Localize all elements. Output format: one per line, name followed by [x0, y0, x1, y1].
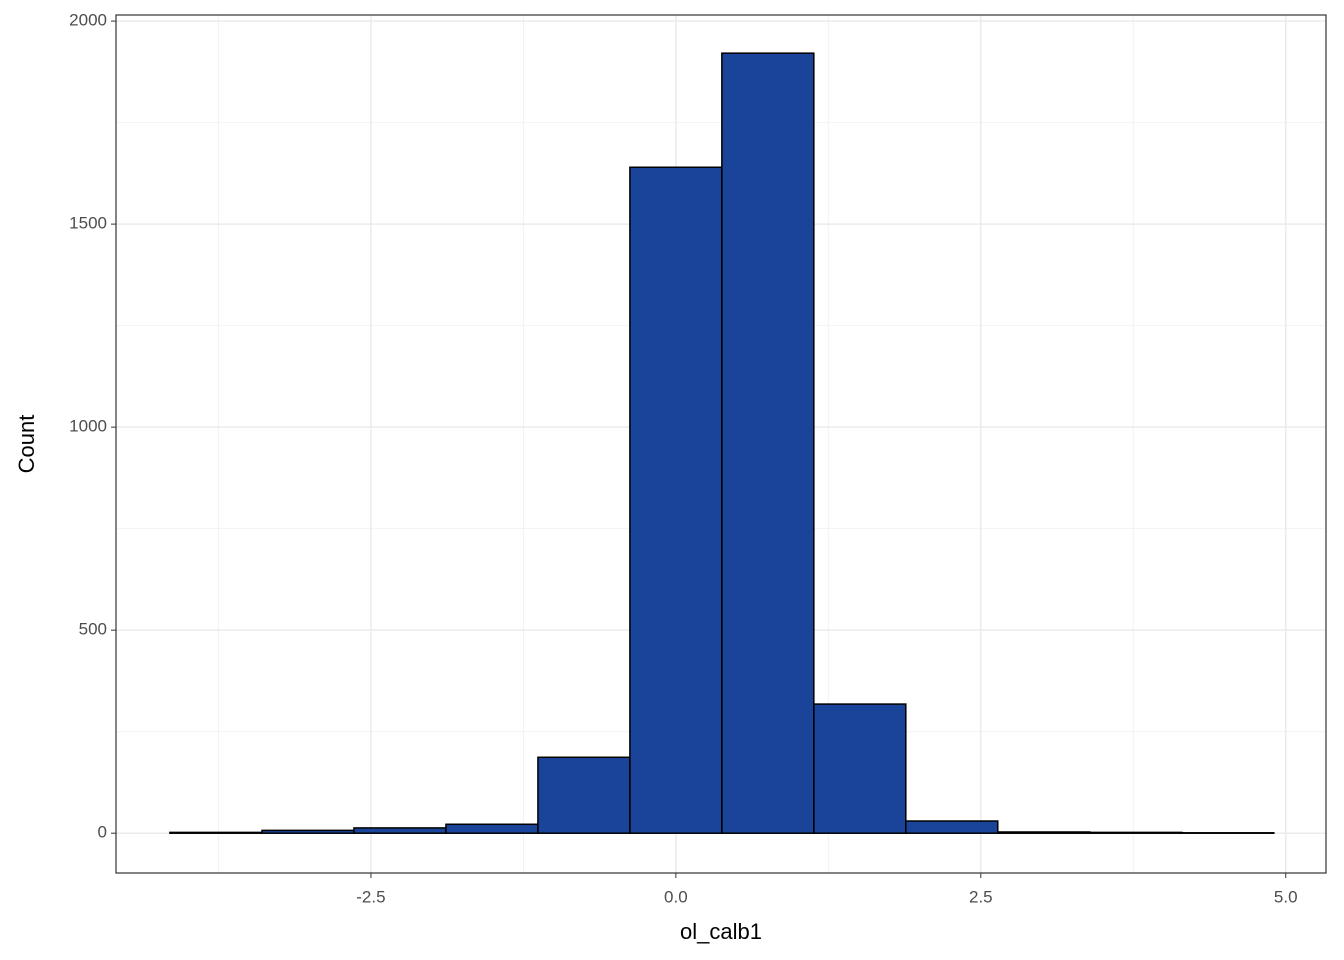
- bar: [261, 829, 355, 834]
- bar: [905, 820, 999, 834]
- bar: [353, 827, 447, 834]
- bar: [721, 52, 815, 834]
- x-tick-label: 2.5: [969, 887, 993, 906]
- bar: [537, 756, 631, 834]
- x-axis-title: ol_calb1: [680, 919, 762, 944]
- y-tick-label: 1500: [69, 214, 107, 233]
- x-tick-label: 0.0: [664, 887, 688, 906]
- y-tick-label: 500: [79, 620, 107, 639]
- x-tick-label: 5.0: [1274, 887, 1298, 906]
- x-tick-label: -2.5: [356, 887, 385, 906]
- y-tick-label: 2000: [69, 11, 107, 30]
- bar: [445, 823, 539, 834]
- y-tick-label: 1000: [69, 417, 107, 436]
- bar: [813, 703, 907, 834]
- bar: [1088, 831, 1183, 834]
- bar: [629, 166, 723, 834]
- y-tick-label: 0: [98, 823, 107, 842]
- bar: [169, 831, 263, 834]
- bar: [997, 831, 1091, 834]
- y-axis-title: Count: [14, 415, 39, 474]
- panel-border: [115, 14, 1327, 874]
